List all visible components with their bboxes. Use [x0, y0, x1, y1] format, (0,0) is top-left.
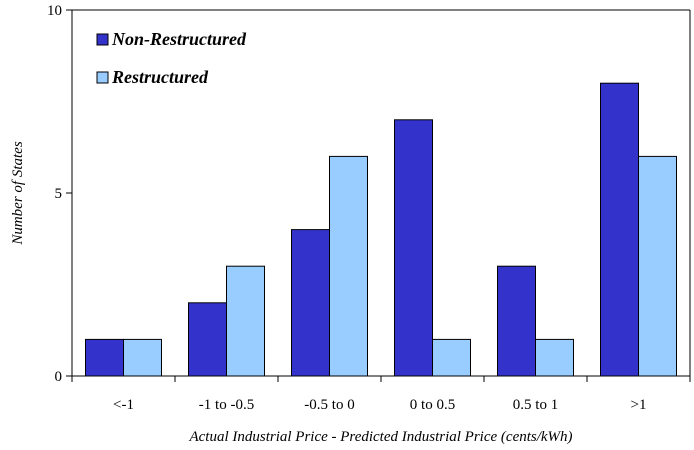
- y-ticks-group: 0 5 10: [47, 3, 72, 385]
- x-tick-label: <-1: [113, 397, 134, 413]
- legend: Non-Restructured Restructured: [96, 29, 247, 87]
- x-tick-label: -0.5 to 0: [304, 397, 354, 413]
- x-tick-label: 0 to 0.5: [410, 397, 455, 413]
- bar-non-restructured-5: [600, 82, 639, 377]
- legend-swatch-0: [96, 33, 109, 46]
- bar-restructured-1: [226, 265, 265, 377]
- bar-restructured-4: [535, 338, 574, 377]
- bar-restructured-3: [432, 338, 471, 377]
- legend-swatch-1: [96, 71, 109, 84]
- legend-label-1: Restructured: [111, 67, 209, 87]
- legend-label-0: Non-Restructured: [111, 29, 247, 49]
- y-tick-label: 0: [55, 369, 63, 385]
- bars-group: [85, 82, 677, 377]
- y-tick-label: 5: [55, 186, 63, 202]
- bar-non-restructured-1: [188, 302, 227, 377]
- x-axis-label: Actual Industrial Price - Predicted Indu…: [188, 429, 572, 445]
- bar-restructured-2: [329, 155, 368, 377]
- bar-non-restructured-0: [85, 338, 124, 377]
- bar-restructured-5: [638, 155, 677, 377]
- bar-non-restructured-4: [497, 265, 536, 377]
- x-tick-label: 0.5 to 1: [513, 397, 558, 413]
- x-ticks-group: <-1 -1 to -0.5 -0.5 to 0 0 to 0.5 0.5 to 1 >1: [71, 376, 691, 413]
- bar-restructured-0: [123, 338, 162, 377]
- y-tick-label: 10: [47, 3, 62, 19]
- x-tick-label: -1 to -0.5: [199, 397, 254, 413]
- x-tick-label: >1: [631, 397, 647, 413]
- y-axis-label: Number of States: [10, 141, 26, 245]
- bar-non-restructured-3: [394, 119, 433, 377]
- bar-non-restructured-2: [291, 229, 330, 377]
